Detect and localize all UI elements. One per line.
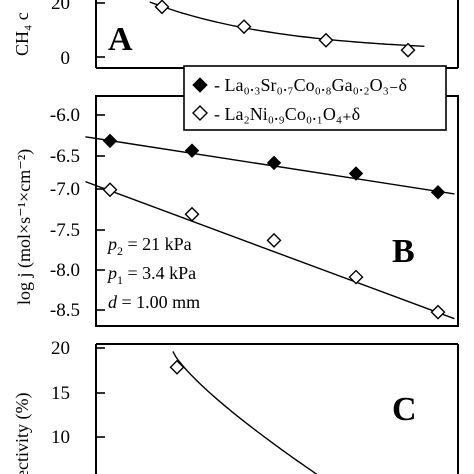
panel-b: -6.0 -6.5 -7.0 -7.5 -8.0 -8.5 log j (mol… [14,95,459,327]
panel-b-points [102,133,446,320]
data-point-b-s0-1 [184,143,200,158]
data-point-b-s0-0 [102,133,118,149]
annotation-p1-symbol: p [106,263,117,283]
panel-b-y-tick-label: -7.0 [50,179,80,200]
panel-c-y-tick-label: 20 [51,338,70,359]
panel-b-y-tick-label: -8.0 [50,260,80,281]
panel-a-y-tick-label: 20 [51,0,70,14]
panel-c-fit-curve [172,351,318,474]
data-point-b-s0-4 [430,185,446,200]
data-point-b-s0-3 [348,166,364,181]
annotation-d-symbol: d [108,292,118,312]
panel-c-y-axis-label: ectivity (%) [12,393,33,474]
panel-c-y-tick-label: 10 [51,427,70,448]
annotation-p2: p2 = 21 kPa [106,234,192,258]
legend-marker-open-diamond [192,105,208,121]
panel-b-label: B [392,233,415,270]
annotation-d-value: = 1.00 mm [117,292,200,312]
data-point-a-s0-0 [154,0,170,15]
panel-a-y-axis-label: CH₄ c [12,12,32,56]
data-point-b-s0-2 [266,155,282,171]
legend-label-lsc: - La₀.₃Sr₀.₇Co₀.₈Ga₀.₂O₃₋δ [214,75,407,95]
panel-b-y-tick-label: -8.5 [50,300,80,321]
legend-box [183,65,447,131]
annotation-p2-value: = 21 kPa [123,234,192,254]
panel-a-points [154,0,416,58]
panel-b-y-tick-label: -7.5 [50,220,80,241]
annotation-p1: p1 = 3.4 kPa [106,263,196,287]
legend-marker-filled-diamond [192,77,208,93]
data-point-a-s0-3 [400,42,416,58]
data-point-c-s0-0 [169,359,185,375]
data-point-b-s1-3 [348,269,364,285]
annotation-p2-sub: 2 [117,244,123,258]
data-point-b-s1-4 [430,304,446,320]
panel-a-fit-curve [149,1,425,47]
legend-label-lnc: - La₂Ni₀.₉Co₀.₁O₄₊δ [214,104,360,124]
legend-label-lsc-text: La₀.₃Sr₀.₇Co₀.₈Ga₀.₂O₃₋δ [225,75,407,95]
panel-a-y-tick-label: 0 [61,48,71,69]
data-point-a-s0-2 [318,32,334,48]
annotation-p1-sub: 1 [117,273,123,287]
panel-c-points [169,359,185,375]
panel-b-y-tick-label: -6.0 [50,105,80,126]
panel-a-label: A [108,21,133,58]
data-point-a-s0-1 [236,19,252,35]
panel-a: 20 0 CH₄ c A [12,0,459,69]
panel-c-label: C [392,391,417,428]
data-point-b-s1-0 [102,182,118,198]
annotation-d: d = 1.00 mm [108,292,200,312]
panel-c-y-tick-label: 15 [51,383,70,404]
panel-b-fit-line-lnc [85,180,455,320]
annotation-p2-symbol: p [106,234,117,254]
data-point-b-s1-1 [184,206,200,222]
panel-b-y-ticks [96,114,105,311]
legend-label-lnc-text: La₂Ni₀.₉Co₀.₁O₄₊δ [225,104,361,124]
legend: - La₀.₃Sr₀.₇Co₀.₈Ga₀.₂O₃₋δ - La₂Ni₀.₉Co₀… [183,65,447,131]
panel-c: 20 15 10 ectivity (%) C [12,338,459,474]
panel-b-y-axis-label: log j (mol×s⁻¹×cm⁻²) [14,149,35,305]
data-point-b-s1-2 [266,232,282,248]
annotation-p1-value: = 3.4 kPa [123,263,196,283]
panel-b-y-tick-label: -6.5 [50,146,80,167]
